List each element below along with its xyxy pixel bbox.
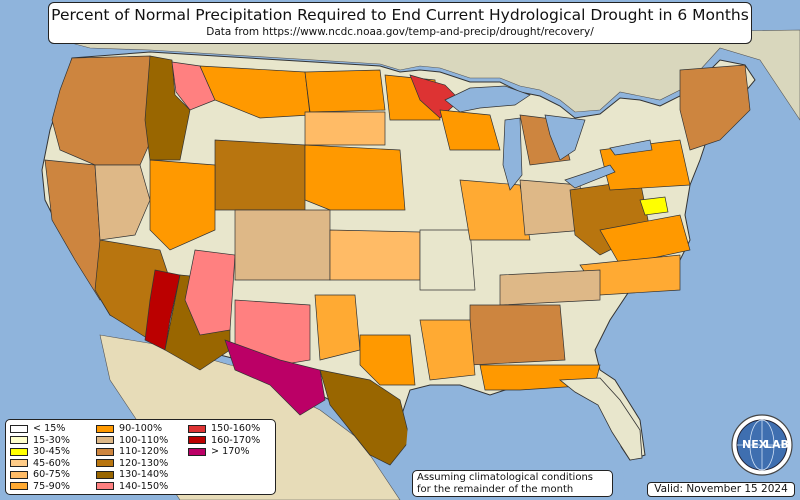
region-mississippi-alabama — [469, 304, 566, 366]
legend-item: 130-140% — [96, 469, 188, 481]
valid-date: Valid: November 15 2024 — [647, 482, 795, 497]
region-east-texas — [359, 334, 416, 386]
region-south-dakota — [304, 111, 386, 146]
legend-item: 75-90% — [10, 481, 96, 493]
legend-swatch — [96, 436, 114, 445]
canada-landmass — [59, 29, 800, 121]
region-kansas — [329, 229, 421, 281]
region-tennessee — [499, 269, 601, 306]
logo-text-lab: LAB — [765, 438, 789, 451]
legend-swatch — [96, 424, 114, 433]
region-new-mexico — [184, 249, 236, 336]
region-new-england — [679, 64, 751, 151]
region-oklahoma — [314, 294, 361, 361]
legend-swatch — [10, 470, 28, 479]
legend-swatch — [188, 447, 206, 456]
region-florida — [558, 377, 643, 461]
region-nebraska — [304, 144, 406, 211]
region-louisiana — [419, 319, 476, 381]
legend-swatch — [10, 424, 28, 433]
legend-label: 75-90% — [33, 480, 70, 492]
legend-item: 110-120% — [96, 446, 188, 458]
legend-label: 15-30% — [33, 434, 70, 446]
region-montana-east — [199, 65, 311, 119]
note-line-2: for the remainder of the month — [417, 484, 574, 495]
lake-michigan — [502, 117, 523, 191]
legend-label: 140-150% — [119, 480, 169, 492]
region-illinois-indiana — [459, 179, 531, 241]
region-north-dakota — [304, 69, 386, 113]
legend-swatch — [188, 436, 206, 445]
legend-item: 90-100% — [96, 423, 188, 435]
lake-huron — [544, 114, 586, 161]
legend-item: 100-110% — [96, 435, 188, 447]
note-line-1: Assuming climatological conditions — [417, 472, 593, 483]
legend-label: 150-160% — [211, 423, 261, 435]
legend-item: 60-75% — [10, 469, 96, 481]
legend-grid: < 15% 15-30% 30-45% 45-60% 60-75% 75-90% 90-10… — [10, 423, 271, 492]
legend-swatch — [10, 459, 28, 468]
legend-swatch — [10, 447, 28, 456]
region-virginia — [599, 214, 691, 266]
legend-label: 110-120% — [119, 446, 169, 458]
legend-label: 120-130% — [119, 457, 169, 469]
lake-ontario — [609, 139, 653, 156]
legend-label: 130-140% — [119, 469, 169, 481]
legend-item: 45-60% — [10, 458, 96, 470]
legend-swatch — [10, 436, 28, 445]
legend-item: 160-170% — [188, 435, 274, 447]
legend-item: 15-30% — [10, 435, 96, 447]
region-nevada — [94, 164, 151, 241]
lake-superior — [444, 85, 531, 113]
region-new-mexico-east — [234, 299, 311, 366]
legend-label: 100-110% — [119, 434, 169, 446]
legend-swatch — [96, 470, 114, 479]
region-missouri — [419, 229, 476, 291]
legend-item: 120-130% — [96, 458, 188, 470]
region-wyoming — [214, 139, 306, 211]
legend-label: 45-60% — [33, 457, 70, 469]
legend-swatch — [96, 447, 114, 456]
title-box: Percent of Normal Precipitation Required… — [48, 2, 752, 44]
legend-label: 30-45% — [33, 446, 70, 458]
region-texas-central — [319, 369, 411, 466]
region-pacific-northwest — [51, 55, 161, 166]
region-maryland — [639, 196, 669, 216]
region-minnesota-north — [409, 74, 461, 119]
map-subtitle: Data from https://www.ncdc.noaa.gov/temp… — [206, 26, 594, 38]
region-wisconsin — [439, 109, 501, 151]
legend-item: 150-160% — [188, 423, 274, 435]
legend-label: 90-100% — [119, 423, 163, 435]
legend-label: 160-170% — [211, 434, 261, 446]
legend-swatch — [188, 424, 206, 433]
region-west-texas — [224, 339, 326, 416]
assumption-note: Assuming climatological conditions for t… — [412, 470, 613, 497]
legend-label: 60-75% — [33, 469, 70, 481]
legend-label: < 15% — [33, 423, 66, 435]
legend-item: 140-150% — [96, 481, 188, 493]
legend-item: < 15% — [10, 423, 96, 435]
map-title: Percent of Normal Precipitation Required… — [51, 6, 749, 24]
legend: < 15% 15-30% 30-45% 45-60% 60-75% 75-90% 90-10… — [5, 419, 276, 495]
legend-item: 30-45% — [10, 446, 96, 458]
legend-swatch — [96, 482, 114, 491]
region-utah — [149, 159, 216, 251]
logo-text-nex: NEX — [742, 438, 768, 451]
lake-erie — [564, 164, 616, 189]
legend-item: > 170% — [188, 446, 274, 458]
region-montana-west — [171, 61, 216, 111]
globe-logo-icon: NEX LAB — [731, 414, 793, 476]
legend-swatch — [10, 482, 28, 491]
legend-label: > 170% — [211, 446, 250, 458]
legend-swatch — [96, 459, 114, 468]
region-colorado — [234, 209, 331, 281]
